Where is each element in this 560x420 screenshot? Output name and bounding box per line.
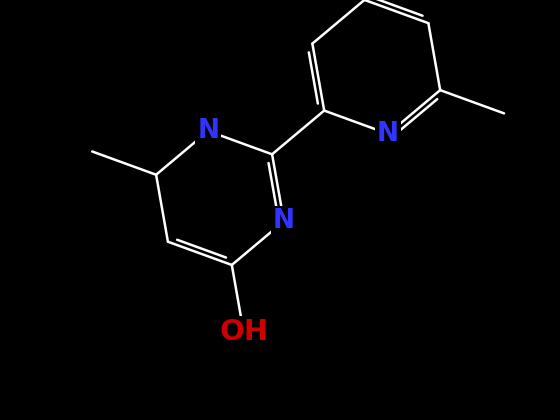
Text: N: N [197,118,219,144]
Text: OH: OH [219,318,268,346]
Text: N: N [377,121,399,147]
Text: N: N [273,208,295,234]
